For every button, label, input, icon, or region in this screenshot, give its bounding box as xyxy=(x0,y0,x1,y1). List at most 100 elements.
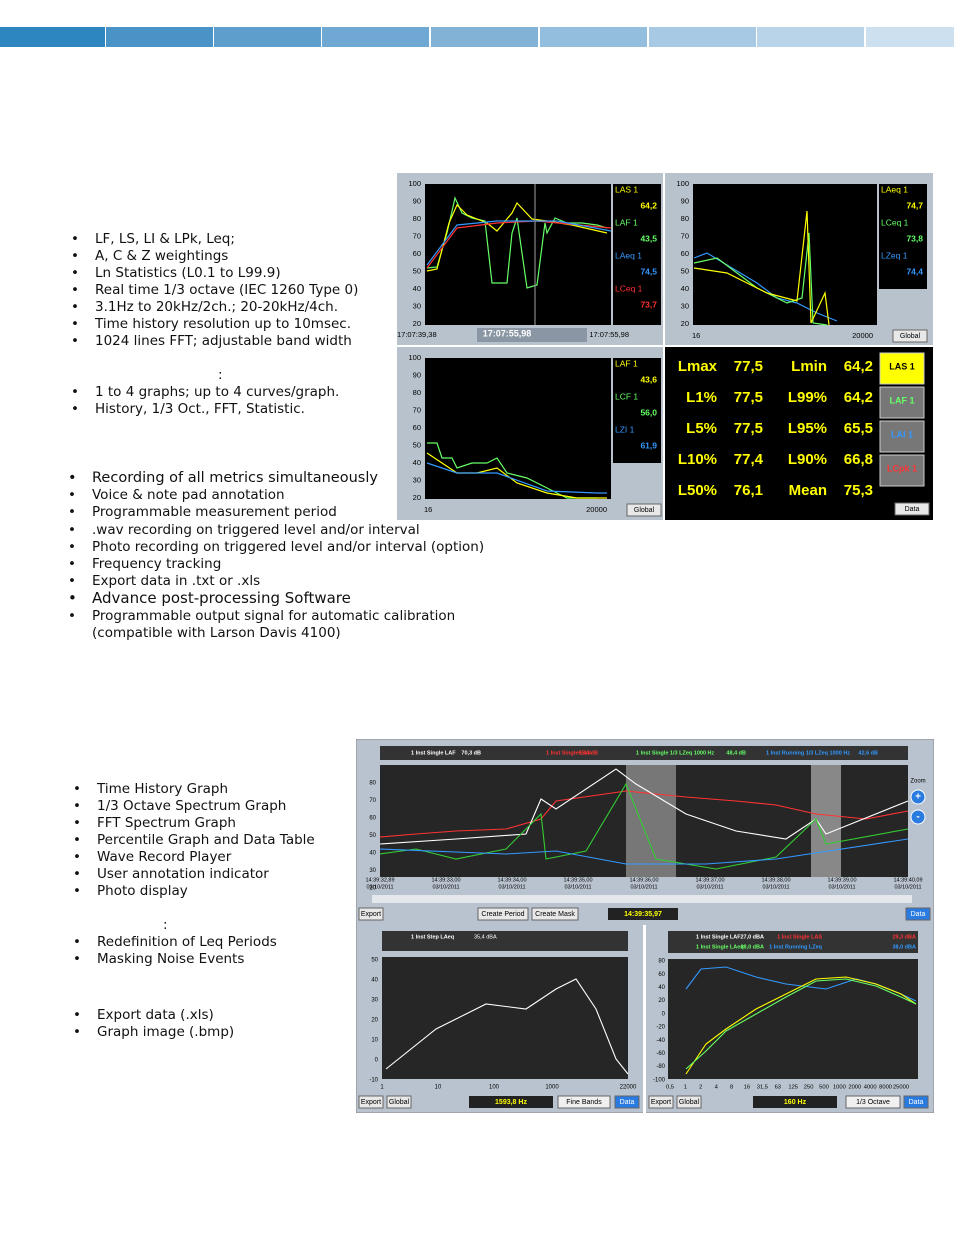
label: LAF 1 xyxy=(615,358,638,368)
label: 03/10/2011 xyxy=(762,884,789,890)
button[interactable] xyxy=(648,1095,674,1109)
label: 73,7 xyxy=(640,299,657,309)
label: 20 xyxy=(369,886,376,892)
button-label[interactable]: Data xyxy=(909,1099,924,1106)
plot-area xyxy=(668,931,918,953)
label: Lmax xyxy=(678,358,718,375)
button[interactable] xyxy=(903,1095,929,1109)
label: 14:39:36,00 xyxy=(629,877,658,883)
label: 03/10/2011 xyxy=(432,884,459,890)
label: Lmin xyxy=(791,358,827,375)
label: 1 xyxy=(684,1085,687,1091)
label: 1 Inst Single LAF xyxy=(411,750,456,756)
label: 66,8 xyxy=(844,451,873,468)
label[interactable]: LAI 1 xyxy=(891,429,913,439)
button[interactable] xyxy=(892,329,928,343)
button[interactable] xyxy=(626,503,662,517)
label: 20 xyxy=(681,319,689,328)
button[interactable] xyxy=(676,1095,702,1109)
button-label[interactable]: Global xyxy=(679,1099,700,1106)
button-label[interactable]: 1/3 Octave xyxy=(856,1099,890,1106)
label: -100 xyxy=(653,1077,666,1083)
label: 16 xyxy=(424,505,432,514)
label: 60 xyxy=(681,249,689,258)
list-item: Wave Record Player xyxy=(73,849,231,866)
label[interactable]: - xyxy=(916,812,919,823)
label: 38,0 dBA xyxy=(892,944,916,950)
label: LCF 1 xyxy=(615,391,638,401)
button-label[interactable]: Export xyxy=(361,1099,381,1106)
label: 1 Inst Single LAS xyxy=(546,750,591,756)
label: 16 xyxy=(692,331,700,340)
label: 70 xyxy=(413,231,421,240)
label: -80 xyxy=(656,1064,665,1070)
label[interactable]: LCpk 1 xyxy=(887,463,917,473)
label: 80 xyxy=(413,214,421,223)
channel-button[interactable] xyxy=(879,352,925,385)
label: 160 Hz xyxy=(784,1099,807,1106)
button[interactable] xyxy=(386,1095,412,1109)
plot-area xyxy=(469,1096,553,1108)
label: LAS 1 xyxy=(615,184,638,194)
label: 100 xyxy=(408,353,421,362)
button[interactable] xyxy=(905,907,931,921)
plot-area xyxy=(693,184,877,325)
label: Mean xyxy=(789,482,827,499)
button-label[interactable]: Create Period xyxy=(481,911,524,918)
header-band xyxy=(0,27,954,47)
channel-button[interactable] xyxy=(879,454,925,487)
zoom-button[interactable] xyxy=(910,809,926,825)
label[interactable]: LAS 1 xyxy=(889,361,915,371)
plot-area xyxy=(613,184,661,325)
label: 73,8 xyxy=(906,233,923,243)
label[interactable]: + xyxy=(915,792,921,803)
list-item: Recording of all metrics simultaneously xyxy=(68,470,378,487)
label: 80 xyxy=(413,388,421,397)
zoom-button[interactable] xyxy=(910,789,926,805)
plot-area xyxy=(382,931,628,951)
list-item: Real time 1/3 octave (IEC 1260 Type 0) xyxy=(71,282,358,299)
list-item: 1/3 Octave Spectrum Graph xyxy=(73,798,286,815)
list-item: Frequency tracking xyxy=(68,556,221,573)
button-label[interactable]: Create Mask xyxy=(535,911,575,918)
button-label[interactable]: Data xyxy=(905,506,920,513)
button[interactable] xyxy=(358,907,384,921)
button-label[interactable]: Export xyxy=(361,911,381,918)
plot-area xyxy=(425,358,611,499)
label: L5% xyxy=(686,420,717,437)
button-label[interactable]: Data xyxy=(911,911,926,918)
button[interactable] xyxy=(477,907,529,921)
button[interactable] xyxy=(894,502,930,516)
channel-button[interactable] xyxy=(879,420,925,453)
label: 61,9 xyxy=(640,440,657,450)
label: 1 Inst Step LAeq xyxy=(411,934,454,940)
button[interactable] xyxy=(614,1095,640,1109)
label: -40 xyxy=(656,1038,665,1044)
label: 64,2 xyxy=(844,358,873,375)
button-label[interactable]: Global xyxy=(634,507,655,514)
label: 1000 xyxy=(833,1085,846,1091)
button-label[interactable]: Global xyxy=(900,333,921,340)
list-item: (compatible with Larson Davis 4100) xyxy=(92,625,341,641)
label: 70 xyxy=(369,798,376,804)
label[interactable]: LAF 1 xyxy=(889,395,914,405)
channel-button[interactable] xyxy=(879,386,925,419)
label: 74,7 xyxy=(906,200,923,210)
button-label[interactable]: Data xyxy=(620,1099,635,1106)
button[interactable] xyxy=(557,1095,611,1109)
button-label[interactable]: Global xyxy=(389,1099,410,1106)
label: 17:07:39,38 xyxy=(397,330,437,339)
label: 77,5 xyxy=(734,358,763,375)
button-label[interactable]: Fine Bands xyxy=(566,1099,602,1106)
button[interactable] xyxy=(845,1095,901,1109)
label: 80 xyxy=(658,959,665,965)
label: 0 xyxy=(375,1058,379,1064)
button[interactable] xyxy=(531,907,579,921)
button[interactable] xyxy=(358,1095,384,1109)
label: 8000 xyxy=(879,1085,892,1091)
label: 27,0 dBA xyxy=(740,934,764,940)
label: 30 xyxy=(681,301,689,310)
label: 60 xyxy=(413,249,421,258)
button-label[interactable]: Export xyxy=(651,1099,671,1106)
list-item: Masking Noise Events xyxy=(73,951,244,968)
